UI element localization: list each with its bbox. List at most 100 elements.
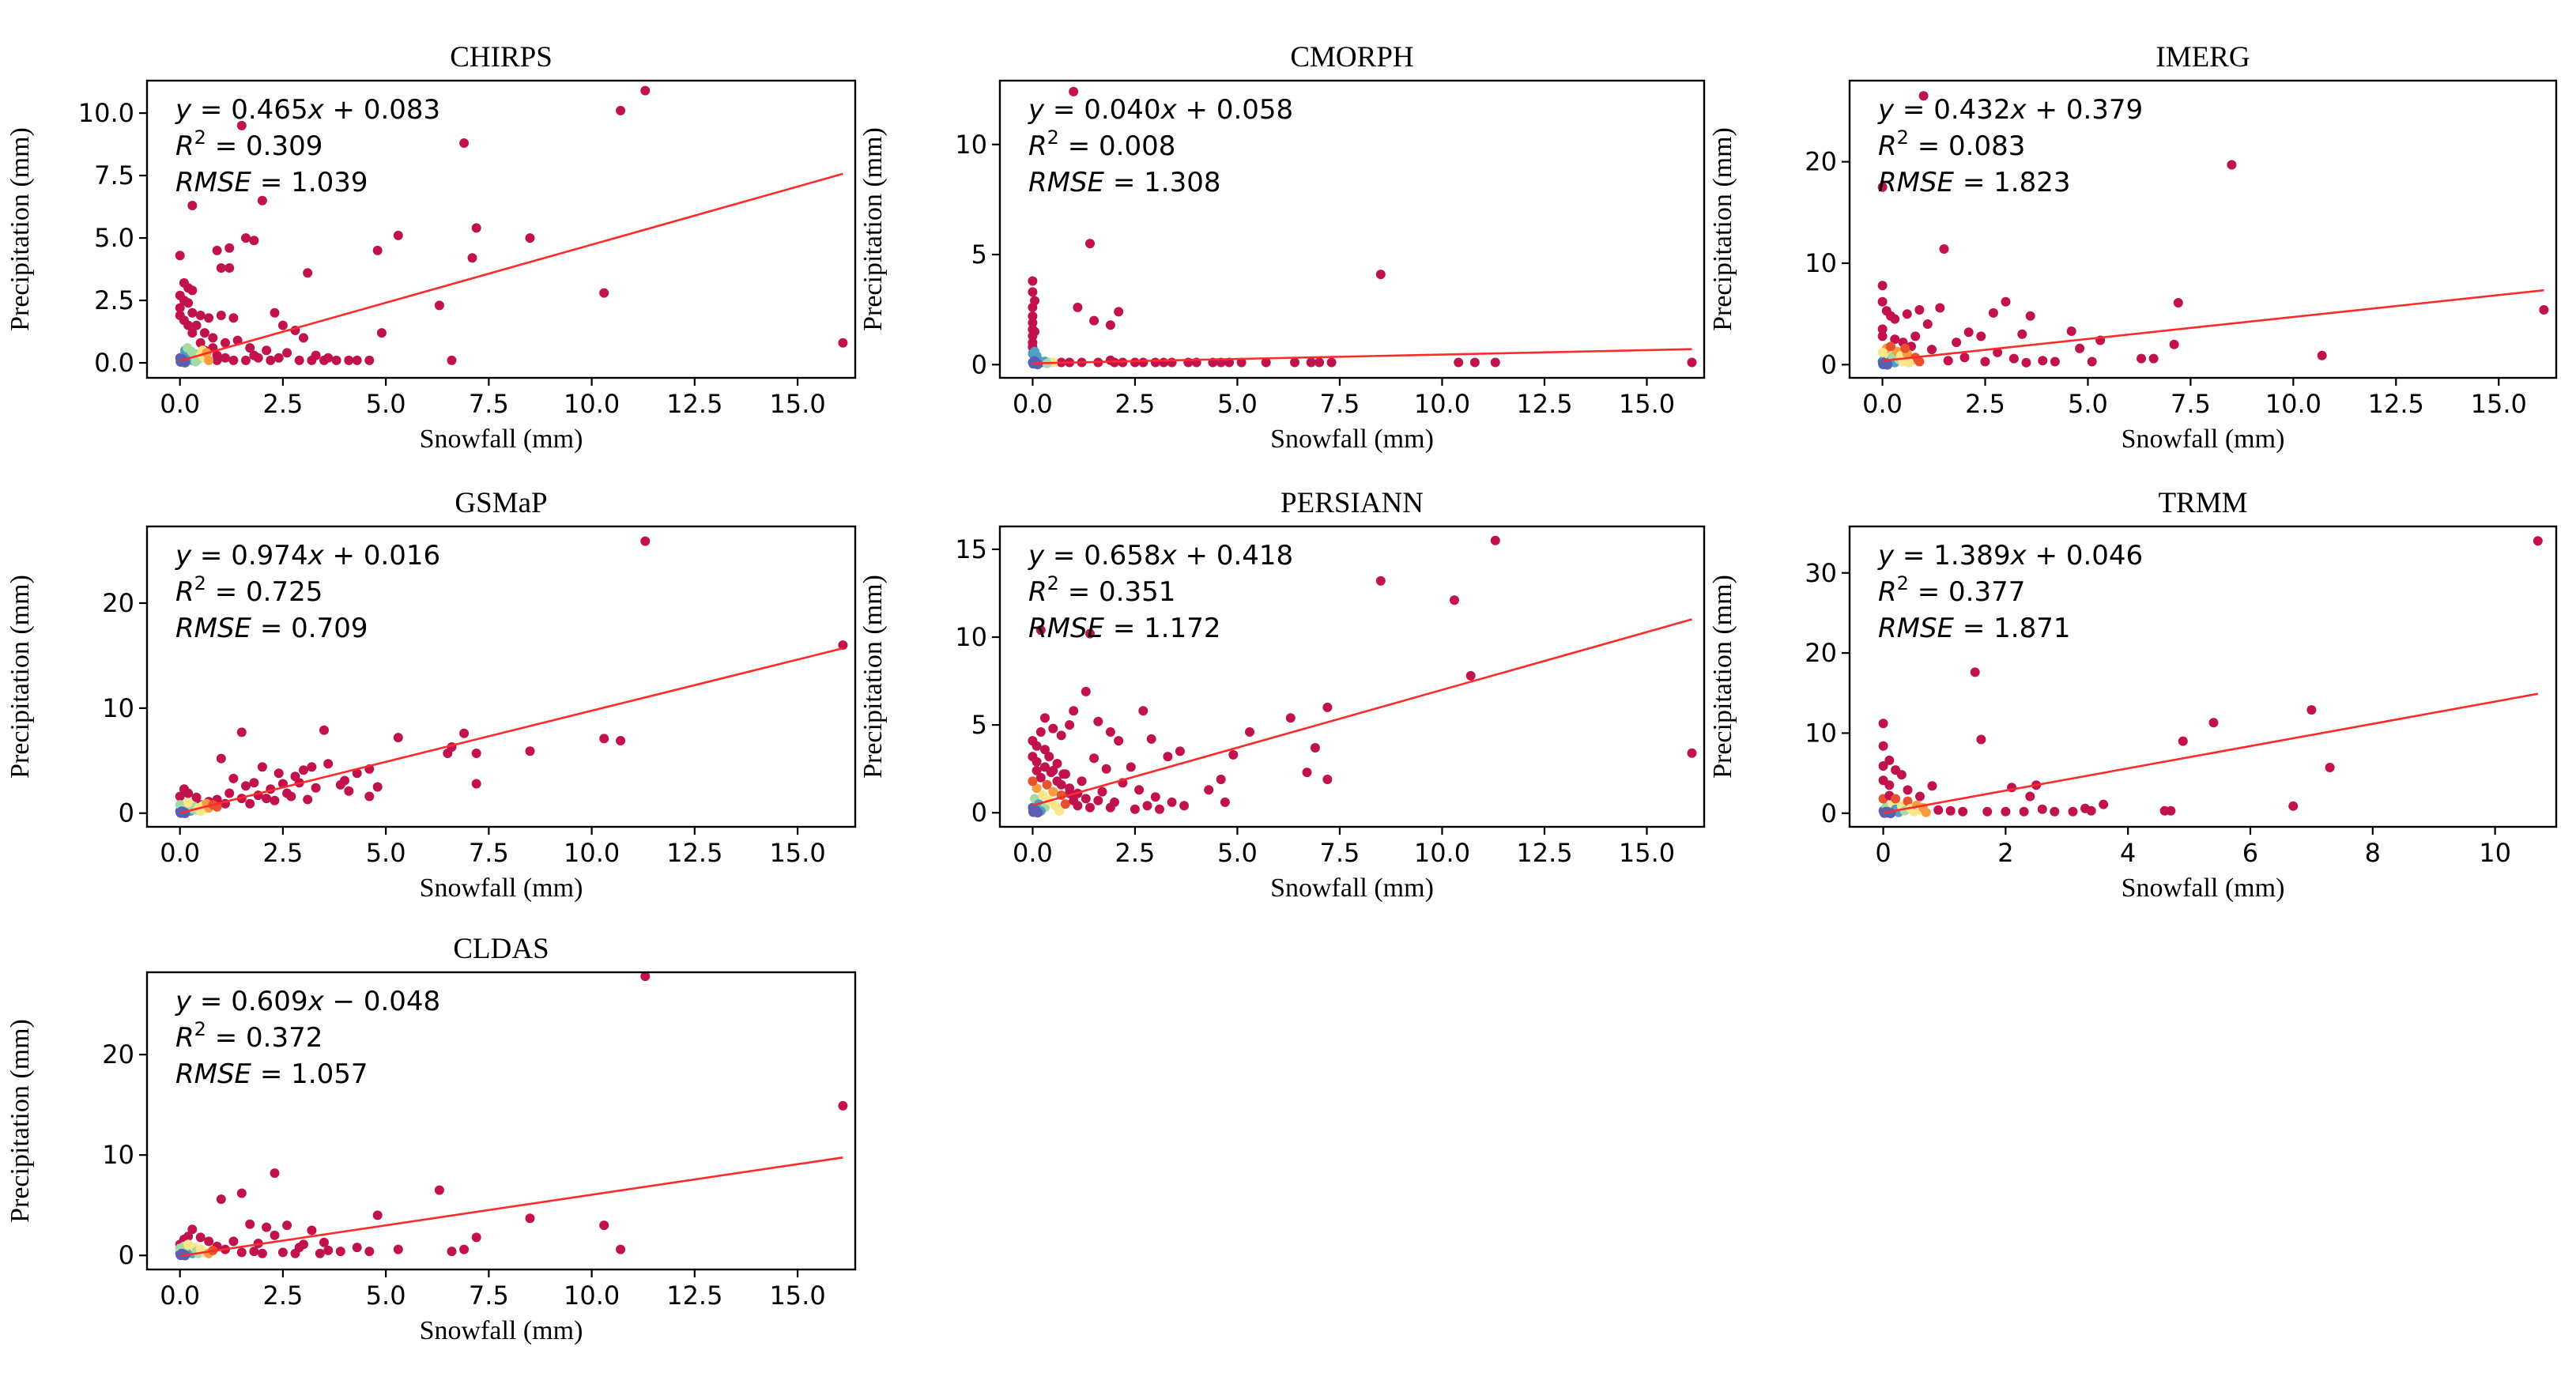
data-point xyxy=(2306,705,2317,715)
data-point xyxy=(1220,797,1230,807)
y-axis-label: Precipitation (mm) xyxy=(1708,575,1737,779)
data-point xyxy=(262,1222,272,1232)
data-point xyxy=(459,138,470,148)
data-point xyxy=(1081,686,1091,696)
rmse: RMSE = 0.709 xyxy=(175,613,368,644)
data-point xyxy=(467,253,477,263)
superscript: 2 xyxy=(194,126,206,149)
fit-equation: y = 1.389x + 0.046 xyxy=(1877,540,2143,572)
x-axis-label: Snowfall (mm) xyxy=(420,424,583,454)
equation-symbol: = xyxy=(1044,540,1084,572)
panel-imerg: IMERG 0.0 2.5 5.0 7.5 10.0 12.5 15.0 0 10 20 Snowfa… xyxy=(1708,41,2558,454)
x-tick-label: 10.0 xyxy=(1414,389,1470,419)
x-tick-label: 15.0 xyxy=(1619,389,1675,419)
r-squared-value: 0.377 xyxy=(1948,576,2025,608)
equation-value: 0.083 xyxy=(364,94,440,126)
x-tick-label: 10.0 xyxy=(564,1281,620,1311)
dense-point xyxy=(1886,341,1895,352)
y-tick-label: 20 xyxy=(1805,638,1837,668)
data-point xyxy=(1138,357,1148,368)
x-tick-label: 7.5 xyxy=(2171,389,2211,419)
dense-point xyxy=(1903,796,1913,806)
data-point xyxy=(1048,723,1058,734)
data-point xyxy=(187,285,198,296)
data-point xyxy=(195,311,206,320)
dense-point xyxy=(1054,806,1065,816)
x-tick-label: 7.5 xyxy=(469,1281,509,1311)
panel-gsmap: GSMaP 0.0 2.5 5.0 7.5 10.0 12.5 15.0 0 10 20 Snowfa… xyxy=(6,487,857,903)
data-point xyxy=(1032,756,1042,767)
y-tick-label: 7.5 xyxy=(94,160,134,191)
equation-symbol xyxy=(1177,94,1186,126)
data-point xyxy=(2025,791,2035,802)
equation-symbol xyxy=(355,94,364,126)
x-tick-label: 5.0 xyxy=(366,389,406,419)
data-point xyxy=(1065,720,1075,730)
y-tick-label: 2.5 xyxy=(94,285,134,315)
data-point xyxy=(1902,309,1912,319)
equation-symbol xyxy=(324,94,333,126)
y-tick-label: 10 xyxy=(102,693,134,723)
fit-equation: y = 0.432x + 0.379 xyxy=(1877,94,2143,126)
x-tick-label: 10.0 xyxy=(1414,838,1470,868)
equation-symbol xyxy=(1177,540,1186,572)
data-point xyxy=(393,1244,403,1254)
plot-frame xyxy=(998,525,1706,828)
y-tick-label: 0.0 xyxy=(94,348,134,378)
dense-point xyxy=(1035,772,1046,783)
data-point xyxy=(376,328,387,338)
data-point xyxy=(175,791,185,802)
y-tick-label: 0 xyxy=(971,349,987,379)
equation-value: 0.379 xyxy=(2066,94,2143,126)
data-point xyxy=(640,972,651,982)
data-point xyxy=(249,1247,259,1257)
data-point xyxy=(1245,727,1254,737)
data-point xyxy=(2137,353,2146,364)
r-symbol: R xyxy=(1878,576,1897,608)
equation-symbol: x xyxy=(307,986,325,1017)
data-point xyxy=(1040,713,1050,723)
superscript: 2 xyxy=(1047,126,1059,149)
data-point xyxy=(175,311,185,320)
x-tick-label: 10.0 xyxy=(2265,389,2321,419)
equals: = xyxy=(1909,130,1948,162)
data-point xyxy=(199,328,209,338)
data-point xyxy=(183,298,194,308)
data-point xyxy=(175,251,185,261)
x-tick-label: 0.0 xyxy=(1862,389,1903,419)
dense-point xyxy=(190,356,201,367)
data-point xyxy=(1085,802,1095,813)
x-tick-label: 7.5 xyxy=(469,389,509,419)
data-point xyxy=(1150,357,1160,368)
data-point xyxy=(303,268,313,278)
r-squared-value: 0.725 xyxy=(246,576,322,608)
data-point xyxy=(277,1247,288,1258)
data-point xyxy=(1454,357,1464,368)
data-point xyxy=(1155,804,1164,814)
data-point xyxy=(249,778,259,788)
data-point xyxy=(1933,805,1944,815)
data-point xyxy=(249,236,259,246)
data-point xyxy=(195,338,206,348)
x-axis-label: Snowfall (mm) xyxy=(1270,873,1434,903)
x-tick-label: 10.0 xyxy=(564,838,620,868)
dense-point xyxy=(204,355,214,365)
data-point xyxy=(187,328,198,338)
rmse: RMSE = 1.172 xyxy=(1028,613,1220,644)
data-point xyxy=(216,311,226,320)
dense-point xyxy=(1042,779,1052,790)
data-point xyxy=(616,105,626,115)
data-point xyxy=(1877,281,1888,291)
data-point xyxy=(241,355,251,365)
r-squared: R2 = 0.008 xyxy=(1028,126,1175,162)
data-point xyxy=(232,335,243,345)
equals: = xyxy=(1059,130,1099,162)
data-point xyxy=(1302,768,1312,778)
data-point xyxy=(1918,91,1929,101)
r-squared-value: 0.372 xyxy=(246,1022,322,1054)
data-point xyxy=(299,333,308,343)
r-symbol: R xyxy=(175,1022,194,1054)
equation-symbol xyxy=(1208,540,1216,572)
data-point xyxy=(1326,357,1337,368)
data-point xyxy=(471,223,481,233)
